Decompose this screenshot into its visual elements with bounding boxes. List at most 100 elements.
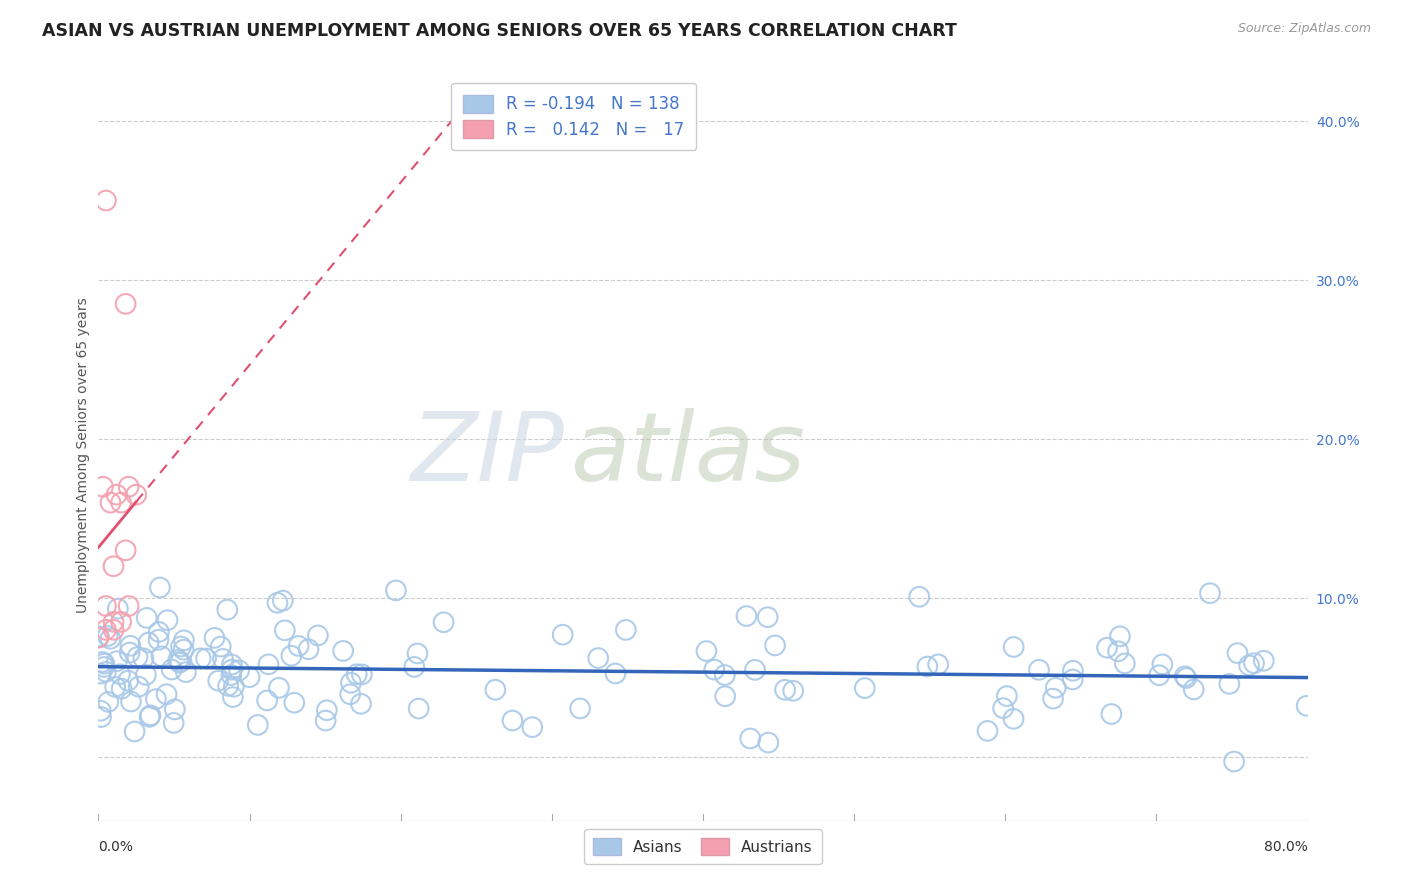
Point — [97, 695, 120, 709]
Point — [714, 668, 737, 682]
Point — [756, 736, 779, 750]
Point — [104, 680, 127, 694]
Point — [1295, 698, 1317, 713]
Point — [605, 666, 627, 681]
Point — [297, 642, 319, 657]
Point — [150, 649, 173, 664]
Point — [135, 668, 157, 682]
Point — [221, 657, 243, 672]
Point — [315, 714, 337, 728]
Point — [207, 673, 229, 688]
Point — [350, 667, 373, 681]
Point — [714, 690, 737, 704]
Point — [484, 682, 506, 697]
Point — [551, 628, 574, 642]
Point — [1253, 654, 1275, 668]
Point — [173, 633, 195, 648]
Point — [139, 708, 162, 723]
Point — [145, 692, 167, 706]
Point — [89, 666, 111, 681]
Point — [160, 663, 183, 677]
Point — [995, 689, 1018, 703]
Point — [163, 715, 186, 730]
Point — [120, 694, 142, 708]
Point — [283, 696, 305, 710]
Point — [127, 650, 149, 665]
Point — [703, 663, 725, 677]
Point — [1042, 691, 1064, 706]
Point — [1152, 657, 1174, 672]
Point — [853, 681, 876, 695]
Point — [114, 297, 136, 311]
Point — [108, 667, 131, 681]
Point — [174, 665, 197, 679]
Point — [155, 687, 177, 701]
Point — [163, 702, 186, 716]
Point — [120, 639, 142, 653]
Point — [267, 681, 290, 695]
Point — [271, 593, 294, 607]
Point — [110, 615, 132, 629]
Point — [763, 639, 786, 653]
Point — [90, 704, 112, 718]
Point — [266, 596, 288, 610]
Point — [87, 629, 110, 643]
Point — [97, 629, 120, 643]
Point — [91, 480, 114, 494]
Text: 0.0%: 0.0% — [98, 839, 134, 854]
Point — [169, 655, 191, 669]
Point — [217, 602, 239, 616]
Point — [209, 640, 232, 654]
Point — [138, 635, 160, 649]
Point — [1002, 640, 1025, 654]
Point — [94, 665, 117, 679]
Point — [1226, 646, 1249, 660]
Text: ZIP: ZIP — [411, 409, 564, 501]
Point — [222, 690, 245, 704]
Point — [1182, 682, 1205, 697]
Point — [1199, 586, 1222, 600]
Point — [238, 670, 260, 684]
Point — [212, 652, 235, 666]
Point — [991, 701, 1014, 715]
Point — [1062, 673, 1084, 687]
Point — [103, 559, 125, 574]
Point — [100, 495, 122, 509]
Point — [586, 651, 609, 665]
Point — [118, 480, 141, 494]
Point — [246, 718, 269, 732]
Point — [908, 590, 931, 604]
Point — [695, 644, 717, 658]
Point — [404, 660, 426, 674]
Point — [408, 701, 430, 715]
Y-axis label: Unemployment Among Seniors over 65 years: Unemployment Among Seniors over 65 years — [76, 297, 90, 613]
Point — [107, 601, 129, 615]
Point — [782, 683, 804, 698]
Point — [1218, 677, 1240, 691]
Point — [228, 664, 250, 678]
Point — [1099, 706, 1122, 721]
Point — [148, 632, 170, 647]
Point — [117, 673, 139, 688]
Point — [125, 488, 148, 502]
Point — [118, 599, 141, 613]
Point — [1114, 657, 1136, 671]
Point — [1109, 629, 1132, 643]
Point — [167, 653, 190, 667]
Point — [569, 701, 592, 715]
Point — [1002, 712, 1025, 726]
Point — [274, 624, 297, 638]
Point — [111, 681, 134, 696]
Point — [217, 679, 239, 693]
Point — [94, 623, 117, 637]
Point — [385, 583, 408, 598]
Point — [169, 656, 191, 670]
Point — [135, 611, 157, 625]
Point — [90, 710, 112, 724]
Point — [1095, 640, 1118, 655]
Point — [1223, 755, 1246, 769]
Point — [128, 680, 150, 694]
Point — [287, 639, 309, 653]
Point — [773, 682, 796, 697]
Point — [756, 610, 779, 624]
